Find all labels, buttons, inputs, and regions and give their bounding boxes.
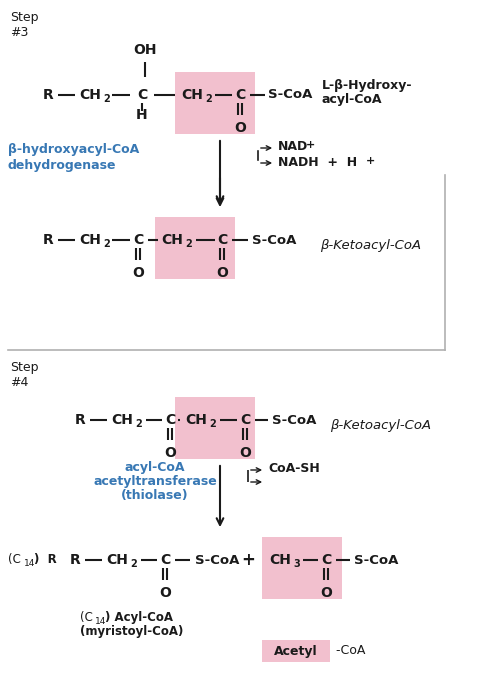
Text: CH: CH — [184, 413, 206, 427]
Text: 2: 2 — [184, 239, 191, 249]
Text: O: O — [239, 446, 250, 460]
Text: 14: 14 — [95, 617, 106, 626]
Text: β-Ketoacyl-CoA: β-Ketoacyl-CoA — [329, 419, 430, 431]
Text: O: O — [159, 586, 171, 600]
Text: 14: 14 — [24, 559, 35, 568]
Text: CH: CH — [181, 88, 203, 102]
Text: O: O — [164, 446, 176, 460]
Bar — [175, 397, 254, 459]
Text: acyl-CoA: acyl-CoA — [321, 94, 382, 106]
Text: Acetyl: Acetyl — [274, 645, 317, 657]
Text: 2: 2 — [204, 94, 211, 104]
Text: #3: #3 — [10, 25, 28, 38]
Text: CH: CH — [161, 233, 183, 247]
Bar — [175, 72, 254, 134]
Text: C: C — [240, 413, 250, 427]
Text: O: O — [216, 266, 227, 280]
Text: OH: OH — [133, 43, 157, 57]
Text: C: C — [320, 553, 330, 567]
Text: C: C — [160, 553, 170, 567]
Text: +: + — [241, 551, 254, 569]
Text: NADH  +  H: NADH + H — [278, 157, 356, 169]
Text: L-β-Hydroxy-: L-β-Hydroxy- — [321, 78, 412, 92]
Text: O: O — [320, 586, 331, 600]
Text: S-CoA: S-CoA — [251, 234, 296, 246]
Text: )  R: ) R — [34, 554, 57, 566]
Text: acyl-CoA: acyl-CoA — [124, 461, 185, 475]
Text: R: R — [42, 88, 53, 102]
Text: H: H — [136, 108, 147, 122]
Bar — [262, 640, 329, 662]
Text: S-CoA: S-CoA — [271, 414, 316, 426]
Text: β-Ketoacyl-CoA: β-Ketoacyl-CoA — [319, 239, 420, 251]
Text: -CoA: -CoA — [331, 645, 365, 657]
Text: S-CoA: S-CoA — [353, 554, 398, 566]
Text: O: O — [234, 121, 245, 135]
Text: S-CoA: S-CoA — [267, 88, 312, 102]
Text: acetyltransferase: acetyltransferase — [93, 475, 217, 489]
Text: Step: Step — [10, 361, 39, 374]
Text: Step: Step — [10, 11, 39, 25]
Text: (myristoyl-CoA): (myristoyl-CoA) — [80, 626, 183, 638]
Text: R: R — [42, 233, 53, 247]
Text: CH: CH — [79, 233, 101, 247]
Text: 2: 2 — [130, 559, 137, 569]
Bar — [155, 217, 235, 279]
Text: CH: CH — [268, 553, 290, 567]
Text: 2: 2 — [208, 419, 215, 429]
Text: CH: CH — [106, 553, 128, 567]
Text: #4: #4 — [10, 375, 28, 389]
Text: S-CoA: S-CoA — [195, 554, 239, 566]
Text: C: C — [133, 233, 143, 247]
Text: +: + — [305, 140, 315, 150]
Text: (C: (C — [8, 554, 21, 566]
Text: β-hydroxyacyl-CoA: β-hydroxyacyl-CoA — [8, 144, 139, 157]
Text: ) Acyl-CoA: ) Acyl-CoA — [105, 612, 173, 624]
Text: +: + — [365, 156, 374, 166]
Text: R: R — [69, 553, 80, 567]
Text: 2: 2 — [103, 239, 109, 249]
Text: C: C — [234, 88, 244, 102]
Text: 3: 3 — [292, 559, 299, 569]
Text: C: C — [164, 413, 175, 427]
Text: C: C — [217, 233, 226, 247]
Text: NAD: NAD — [278, 141, 307, 153]
Bar — [262, 537, 341, 599]
Text: CH: CH — [79, 88, 101, 102]
Text: CH: CH — [111, 413, 133, 427]
Text: R: R — [75, 413, 85, 427]
Text: (C: (C — [80, 612, 93, 624]
Text: 2: 2 — [103, 94, 109, 104]
Text: dehydrogenase: dehydrogenase — [8, 158, 116, 172]
Text: 2: 2 — [135, 419, 142, 429]
Text: C: C — [137, 88, 147, 102]
Text: O: O — [132, 266, 143, 280]
Text: (thiolase): (thiolase) — [121, 489, 188, 503]
Text: CoA-SH: CoA-SH — [267, 463, 319, 475]
